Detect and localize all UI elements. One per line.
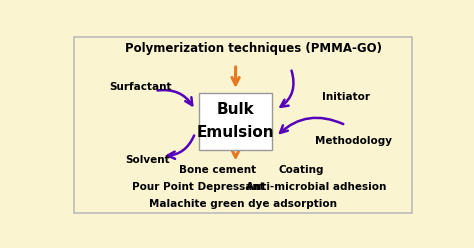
Text: Malachite green dye adsorption: Malachite green dye adsorption <box>149 199 337 209</box>
Text: Polymerization techniques (PMMA-GO): Polymerization techniques (PMMA-GO) <box>126 42 383 55</box>
Text: Anti-microbial adhesion: Anti-microbial adhesion <box>246 182 387 192</box>
FancyBboxPatch shape <box>74 37 412 213</box>
Text: Emulsion: Emulsion <box>197 125 274 140</box>
FancyBboxPatch shape <box>199 93 272 150</box>
Text: Methodology: Methodology <box>315 135 392 146</box>
Text: Solvent: Solvent <box>125 155 170 165</box>
Text: Initiator: Initiator <box>322 92 370 102</box>
Text: Bulk: Bulk <box>217 102 255 118</box>
Text: Pour Point Depressant: Pour Point Depressant <box>132 182 265 192</box>
Text: Surfactant: Surfactant <box>109 82 171 92</box>
Text: Bone cement: Bone cement <box>179 165 256 175</box>
Text: Coating: Coating <box>279 165 324 175</box>
